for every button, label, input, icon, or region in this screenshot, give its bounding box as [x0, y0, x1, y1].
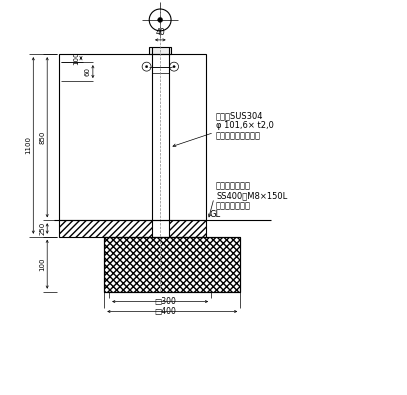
Text: □300: □300	[154, 297, 176, 306]
Circle shape	[145, 66, 148, 68]
Circle shape	[173, 66, 175, 68]
Bar	[59, 220, 152, 237]
Circle shape	[158, 17, 163, 23]
Text: 40: 40	[155, 28, 165, 37]
Text: 100: 100	[73, 51, 79, 65]
Text: 850: 850	[39, 131, 45, 144]
Bar	[149, 47, 171, 54]
Bar	[168, 220, 206, 237]
Text: GL: GL	[209, 210, 220, 219]
Bar	[104, 237, 240, 292]
Bar	[104, 237, 240, 292]
Text: アンカーボルト: アンカーボルト	[216, 181, 251, 190]
Text: 60: 60	[85, 67, 91, 76]
Text: 250: 250	[39, 222, 45, 235]
Text: □400: □400	[154, 307, 176, 316]
Text: ヘアーライン仕上げ: ヘアーライン仕上げ	[216, 132, 261, 140]
Text: φ 101,6× t2,0: φ 101,6× t2,0	[216, 122, 274, 130]
Bar	[59, 54, 206, 220]
Text: ユニクロメッキ: ユニクロメッキ	[216, 201, 251, 210]
Text: 支住　SUS304: 支住 SUS304	[216, 111, 263, 120]
Text: 1100: 1100	[25, 136, 31, 154]
Text: 100: 100	[39, 258, 45, 271]
Text: SS400　M8×150L: SS400 M8×150L	[216, 191, 287, 200]
